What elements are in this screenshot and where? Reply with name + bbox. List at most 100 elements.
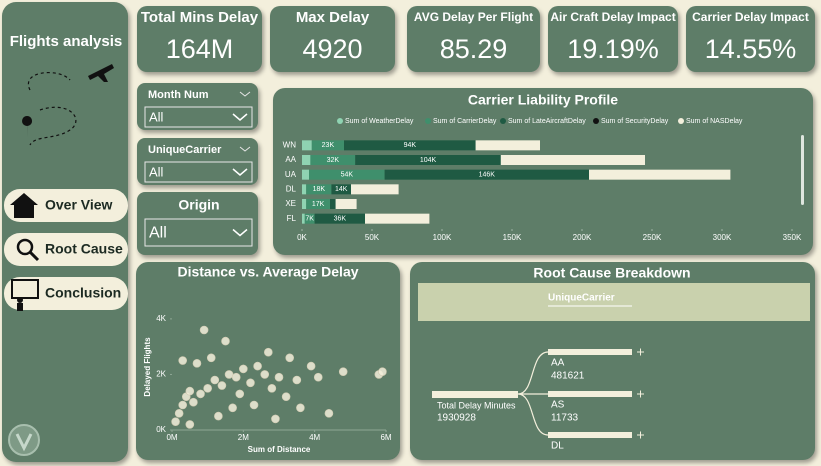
tree-node[interactable]: DL	[548, 431, 644, 452]
scatter-point	[281, 392, 291, 401]
filter-slicer[interactable]: UniqueCarrier All	[137, 138, 258, 185]
scatter-point	[221, 336, 230, 346]
kpi-value: 14.55%	[705, 34, 797, 64]
node-bar[interactable]	[548, 432, 632, 438]
bar-segment	[384, 169, 589, 180]
value-label: 17K	[312, 201, 325, 208]
x-tick-label: 100K	[433, 233, 452, 242]
dropdown-value[interactable]: All	[149, 225, 167, 242]
tree-node[interactable]: AS 11733	[548, 390, 644, 424]
node-bar[interactable]	[548, 391, 632, 397]
nav-conclusion[interactable]: Conclusion	[4, 277, 128, 311]
nav-label[interactable]: Root Cause	[45, 241, 123, 257]
root-bar	[432, 391, 518, 398]
nav-label[interactable]: Conclusion	[45, 285, 121, 301]
bar-segment	[475, 140, 540, 151]
scatter-point	[231, 372, 241, 382]
x-tick-label: 0M	[166, 433, 177, 442]
scatter-point	[189, 397, 198, 407]
legend-swatch	[337, 118, 343, 124]
nav-button[interactable]	[4, 277, 128, 310]
dropdown-chevron	[232, 168, 248, 176]
nav-root-cause[interactable]: Root Cause	[4, 233, 128, 266]
dropdown[interactable]	[144, 106, 253, 128]
logo	[8, 424, 40, 456]
scatter-point	[260, 370, 270, 379]
bar-segment	[344, 140, 476, 151]
y-tick-label: WN	[283, 140, 297, 149]
scatter-point	[306, 361, 316, 371]
bar-segment	[330, 199, 336, 209]
field-name[interactable]: UniqueCarrier	[548, 293, 615, 304]
value-label: 54K	[341, 172, 354, 179]
filter-chevron	[239, 146, 251, 152]
plane-icon	[88, 64, 114, 82]
tree-connector	[517, 351, 549, 436]
root-label: Total Delay Minutes	[437, 400, 516, 410]
presenter-body	[17, 303, 23, 311]
nav-button[interactable]	[4, 189, 128, 222]
node-bar[interactable]	[548, 349, 632, 355]
bar-segment	[309, 169, 385, 180]
value-label: 146K	[479, 172, 496, 179]
kpi-card	[270, 6, 395, 72]
y-tick-label: UA	[285, 170, 297, 179]
sidebar	[2, 2, 128, 462]
scatter-point	[296, 403, 305, 413]
scatter-point	[285, 353, 295, 363]
legend-swatch	[425, 118, 431, 124]
kpi-row: Total Mins Delay 164M Max Delay 4920 AVG Del…	[137, 6, 815, 72]
kpi-title: Air Craft Delay Impact	[550, 10, 675, 24]
scatter-chart: Distance vs. Average Delay 0M 2M 4M 6M 0K 2K 4K…	[143, 264, 392, 454]
node-label: DL	[551, 441, 564, 452]
dropdown[interactable]	[144, 161, 253, 183]
scatter-point	[324, 409, 334, 418]
filter-slicer[interactable]: Month Num All	[137, 83, 258, 130]
scatter-point	[239, 364, 248, 374]
legend-label: Sum of NASDelay	[686, 118, 743, 125]
filter-label: Origin	[178, 197, 219, 213]
x-tick-label: 250K	[643, 233, 662, 242]
y-tick-label: DL	[286, 184, 297, 193]
scatter-point	[292, 375, 302, 385]
tree-node[interactable]: AA 481621	[548, 348, 644, 382]
bar-segment	[335, 199, 357, 209]
dropdown-value[interactable]: All	[149, 109, 164, 124]
nav-over-view[interactable]: Over View	[4, 189, 128, 222]
x-axis-title: Sum of Distance	[248, 445, 311, 454]
y-tick-label: XE	[285, 199, 296, 208]
nav-label[interactable]: Over View	[45, 197, 113, 213]
value-label: 14K	[335, 186, 348, 193]
dropdown-chevron	[232, 113, 248, 121]
filter-label: UniqueCarrier	[148, 144, 222, 156]
search-icon-handle	[28, 250, 40, 262]
bar-segment	[311, 140, 344, 151]
kpi-card	[548, 6, 678, 72]
chart-title: Distance vs. Average Delay	[177, 264, 358, 280]
scatter-point	[378, 367, 387, 376]
scatter-point	[174, 409, 184, 418]
value-label: 94K	[404, 142, 417, 149]
x-tick-label: 350K	[783, 233, 802, 242]
x-tick-label: 50K	[365, 233, 380, 242]
filter-column: Month Num All UniqueCarrier All Origin All	[137, 83, 258, 255]
bar-segment	[302, 213, 305, 224]
filter-slicer[interactable]: Origin All	[137, 192, 258, 255]
filter-card	[137, 192, 258, 255]
value-label: 32K	[327, 157, 340, 164]
node-label: AA	[551, 358, 565, 369]
scatter-point	[249, 400, 259, 410]
dropdown[interactable]	[144, 218, 253, 247]
node-value: 481621	[551, 371, 585, 382]
scatter-point	[214, 411, 223, 421]
bar-segment	[314, 213, 365, 224]
kpi-value: 19.19%	[567, 34, 659, 64]
kpi-title: Max Delay	[296, 9, 370, 26]
x-tick-label: 2M	[238, 433, 249, 442]
expand-plus	[637, 348, 644, 356]
scatter-point	[271, 414, 280, 424]
scatter-point	[178, 356, 187, 365]
dropdown-value[interactable]: All	[149, 164, 164, 179]
legend-swatch	[678, 118, 684, 124]
logo-mark	[15, 433, 33, 452]
